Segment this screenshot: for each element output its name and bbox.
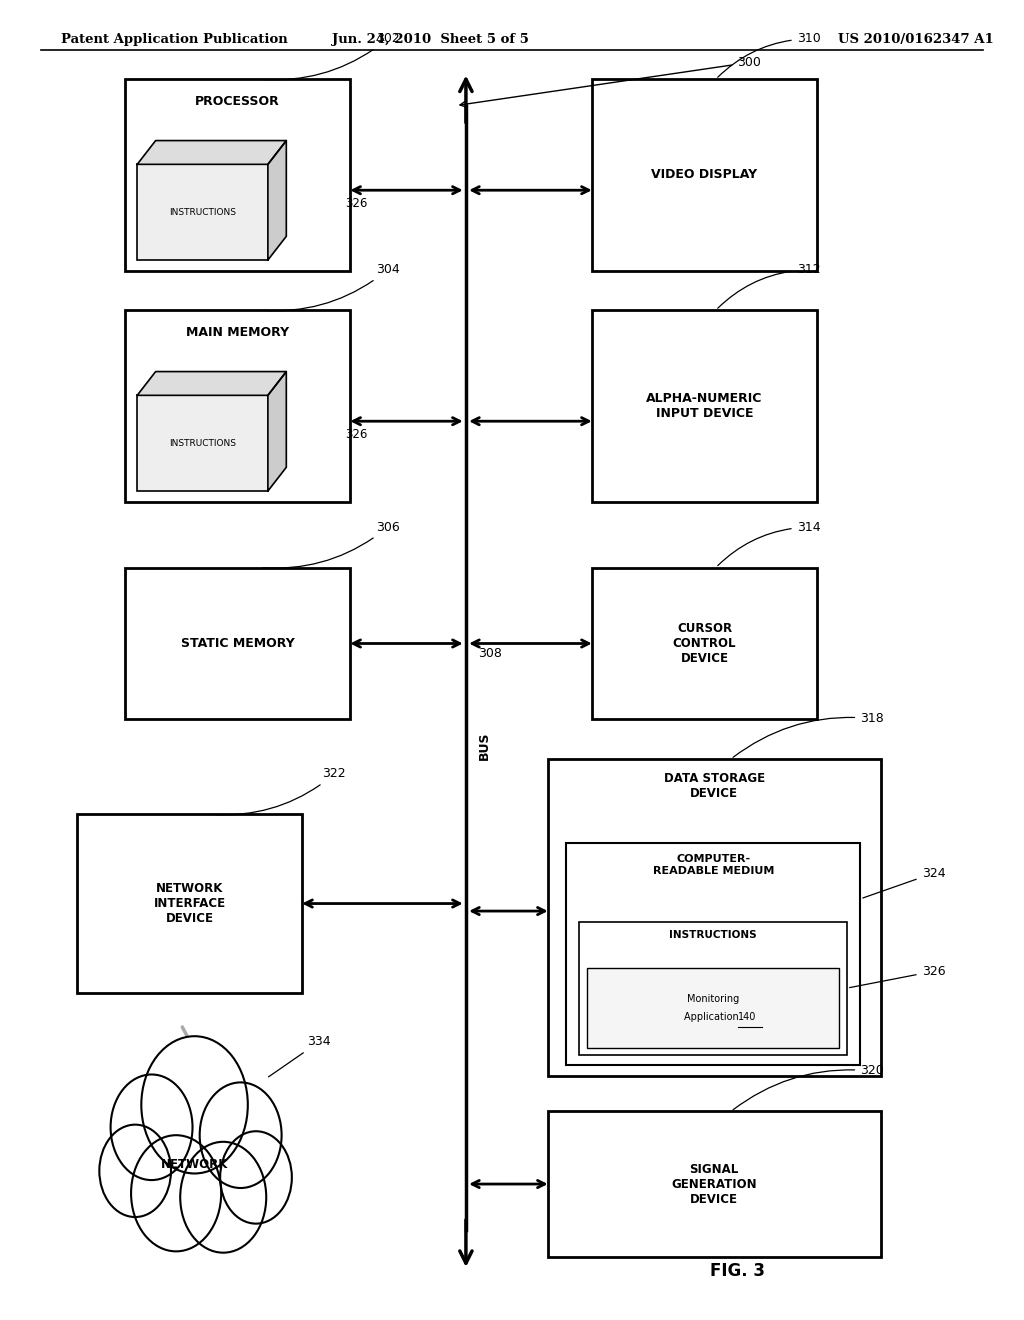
Polygon shape [268,140,287,260]
Text: 318: 318 [733,711,884,758]
Text: 308: 308 [478,647,502,660]
Polygon shape [137,140,287,164]
Bar [592,568,817,719]
Text: 300: 300 [460,55,761,107]
Text: 304: 304 [263,263,399,310]
Text: Jun. 24, 2010  Sheet 5 of 5: Jun. 24, 2010 Sheet 5 of 5 [332,33,528,46]
Text: US 2010/0162347 A1: US 2010/0162347 A1 [838,33,993,46]
Text: 322: 322 [215,767,346,814]
Text: MAIN MEMORY: MAIN MEMORY [186,326,289,339]
Text: 326: 326 [345,197,368,210]
Text: 320: 320 [733,1064,884,1110]
Text: 306: 306 [263,520,399,568]
Text: INSTRUCTIONS: INSTRUCTIONS [169,207,237,216]
Text: NETWORK: NETWORK [161,1158,228,1171]
Circle shape [220,1131,292,1224]
Text: 140: 140 [738,1012,757,1023]
Circle shape [200,1082,282,1188]
Bar [125,568,350,719]
Text: STATIC MEMORY: STATIC MEMORY [180,638,295,649]
Text: SIGNAL
GENERATION
DEVICE: SIGNAL GENERATION DEVICE [672,1163,757,1205]
Bar [125,79,350,271]
Polygon shape [268,372,287,491]
Bar [579,921,847,1055]
Circle shape [180,1142,266,1253]
Text: PROCESSOR: PROCESSOR [196,95,280,108]
Text: COMPUTER-
READABLE MEDIUM: COMPUTER- READABLE MEDIUM [652,854,774,875]
Circle shape [141,1036,248,1173]
Text: 326: 326 [850,965,945,987]
Text: Application: Application [684,1012,741,1023]
Bar [548,759,881,1076]
Text: 310: 310 [718,32,820,78]
Text: Monitoring: Monitoring [686,994,739,1005]
Circle shape [131,1135,221,1251]
Text: NETWORK
INTERFACE
DEVICE: NETWORK INTERFACE DEVICE [154,882,225,925]
Bar [137,396,268,491]
Polygon shape [137,372,287,396]
Text: 314: 314 [718,520,820,566]
Text: VIDEO DISPLAY: VIDEO DISPLAY [651,169,758,181]
Text: 324: 324 [863,867,945,898]
Text: DATA STORAGE
DEVICE: DATA STORAGE DEVICE [664,772,765,800]
Bar [548,1111,881,1257]
Bar [77,814,302,993]
Text: CURSOR
CONTROL
DEVICE: CURSOR CONTROL DEVICE [673,622,736,665]
Text: INSTRUCTIONS: INSTRUCTIONS [169,438,237,447]
Circle shape [99,1125,171,1217]
Bar [592,310,817,502]
Text: FIG. 3: FIG. 3 [710,1262,765,1280]
Text: 334: 334 [268,1035,331,1077]
Text: ALPHA-NUMERIC
INPUT DEVICE: ALPHA-NUMERIC INPUT DEVICE [646,392,763,420]
Text: 326: 326 [345,428,368,441]
Text: INSTRUCTIONS: INSTRUCTIONS [669,929,757,940]
Text: 312: 312 [718,263,820,309]
Text: Patent Application Publication: Patent Application Publication [61,33,288,46]
Text: 302: 302 [263,32,399,79]
Bar [125,310,350,502]
Text: BUS: BUS [478,731,490,760]
Bar [137,164,268,260]
Bar [587,969,839,1048]
Circle shape [111,1074,193,1180]
Bar [566,843,860,1065]
Bar [592,79,817,271]
